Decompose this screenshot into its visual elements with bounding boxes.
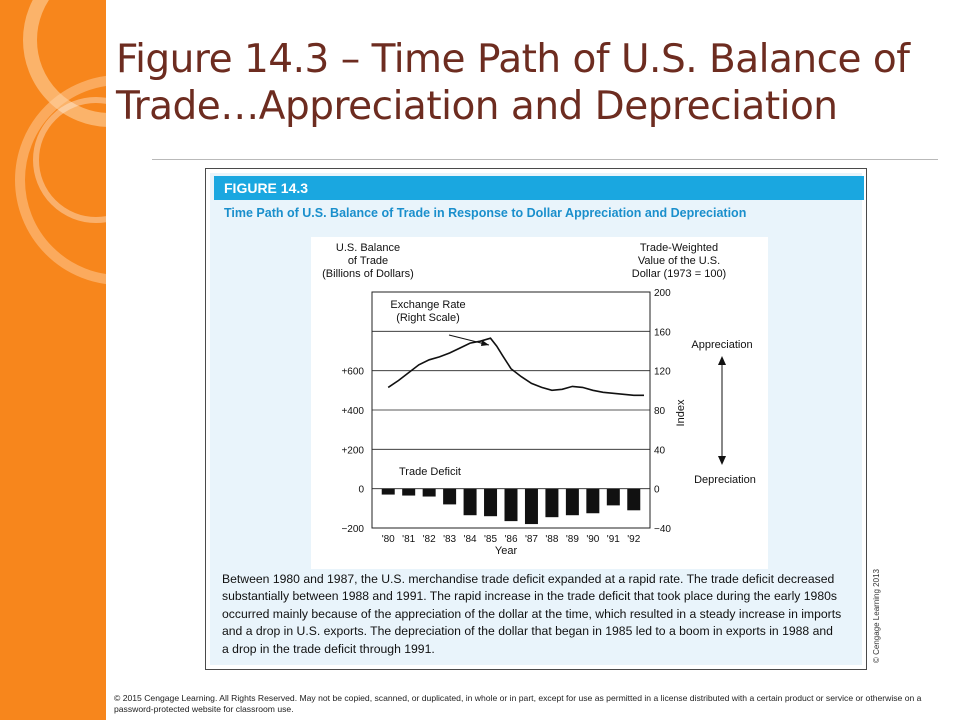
balance-of-trade-chart: U.S. Balance of Trade (Billions of Dolla… bbox=[322, 242, 756, 557]
trade-deficit-label: Trade Deficit bbox=[399, 466, 461, 478]
figure-number: FIGURE 14.3 bbox=[214, 176, 864, 200]
right-axis-title-line1: Trade-Weighted bbox=[640, 242, 718, 254]
x-axis-ticks: '80 '81 '82 '83 '84 '85 '86 '87 '88 '89 '90 '91 '92 bbox=[382, 534, 641, 545]
trade-deficit-bar bbox=[422, 488, 436, 497]
left-axis-ticks: −200 0 +200 +400 +600 bbox=[341, 367, 364, 535]
depreciation-arrowhead bbox=[718, 456, 726, 465]
right-tick-label: −40 bbox=[654, 524, 671, 535]
right-axis-ticks: −40 0 40 80 120 160 200 bbox=[654, 288, 671, 535]
x-tick-label: '87 bbox=[525, 534, 538, 545]
left-axis-title-line2: of Trade bbox=[348, 255, 388, 267]
exchange-rate-line bbox=[387, 337, 644, 397]
exchange-rate-label-line1: Exchange Rate bbox=[390, 299, 465, 311]
trade-deficit-bar bbox=[381, 488, 395, 495]
x-tick-label: '85 bbox=[484, 534, 497, 545]
right-tick-label: 160 bbox=[654, 327, 671, 338]
left-tick-label: +200 bbox=[341, 445, 364, 456]
appreciation-arrowhead bbox=[718, 356, 726, 365]
depreciation-label: Depreciation bbox=[694, 474, 756, 486]
right-tick-label: 0 bbox=[654, 485, 660, 496]
x-tick-label: '81 bbox=[402, 534, 415, 545]
figure-panel: FIGURE 14.3 Time Path of U.S. Balance of… bbox=[210, 173, 881, 665]
x-tick-label: '89 bbox=[566, 534, 579, 545]
trade-deficit-bars bbox=[381, 488, 641, 525]
right-axis-name: Index bbox=[675, 399, 687, 426]
right-tick-label: 40 bbox=[654, 445, 666, 456]
left-tick-label: −200 bbox=[341, 524, 364, 535]
x-axis-title: Year bbox=[495, 545, 518, 557]
slide-title-line1: Figure 14.3 – Time Path of U.S. Balance … bbox=[116, 37, 910, 82]
left-tick-label: 0 bbox=[358, 485, 364, 496]
figure-caption: Time Path of U.S. Balance of Trade in Re… bbox=[224, 206, 747, 220]
x-tick-label: '84 bbox=[464, 534, 477, 545]
right-axis-title-line3: Dollar (1973 = 100) bbox=[632, 268, 726, 280]
figure-description: Between 1980 and 1987, the U.S. merchand… bbox=[222, 572, 842, 656]
trade-deficit-bar bbox=[545, 488, 559, 518]
trade-deficit-bar bbox=[606, 488, 620, 506]
x-tick-label: '83 bbox=[443, 534, 456, 545]
left-axis-title-line1: U.S. Balance bbox=[336, 242, 400, 254]
x-tick-label: '86 bbox=[504, 534, 517, 545]
side-accent-band bbox=[0, 0, 106, 720]
x-tick-label: '82 bbox=[423, 534, 436, 545]
trade-deficit-bar bbox=[443, 488, 457, 505]
left-tick-label: +600 bbox=[341, 367, 364, 378]
slide-footer: © 2015 Cengage Learning. All Rights Rese… bbox=[114, 693, 922, 714]
x-tick-label: '90 bbox=[586, 534, 599, 545]
trade-deficit-bar bbox=[484, 488, 498, 517]
right-tick-label: 200 bbox=[654, 288, 671, 299]
exchange-rate-label-line2: (Right Scale) bbox=[396, 312, 460, 324]
trade-deficit-bar bbox=[627, 488, 641, 511]
trade-deficit-bar bbox=[565, 488, 579, 516]
right-tick-label: 120 bbox=[654, 367, 671, 378]
left-tick-label: +400 bbox=[341, 406, 364, 417]
trade-deficit-bar bbox=[586, 488, 600, 514]
left-axis-title-line3: (Billions of Dollars) bbox=[322, 268, 414, 280]
trade-deficit-bar bbox=[524, 488, 538, 525]
trade-deficit-bar bbox=[504, 488, 518, 522]
slide-title-line2: Trade…Appreciation and Depreciation bbox=[116, 84, 838, 129]
copyright-credit: © Cengage Learning 2013 bbox=[872, 568, 881, 663]
trade-deficit-bar bbox=[463, 488, 477, 516]
x-tick-label: '92 bbox=[627, 534, 640, 545]
trade-deficit-bar bbox=[402, 488, 416, 496]
x-tick-label: '91 bbox=[607, 534, 620, 545]
figure-frame: FIGURE 14.3 Time Path of U.S. Balance of… bbox=[205, 168, 881, 670]
appreciation-label: Appreciation bbox=[691, 339, 752, 351]
decorative-rings bbox=[15, 0, 106, 285]
x-tick-label: '88 bbox=[545, 534, 558, 545]
slide-title: Figure 14.3 – Time Path of U.S. Balance … bbox=[116, 36, 946, 130]
exchange-rate-pointer-head bbox=[481, 340, 489, 346]
x-tick-label: '80 bbox=[382, 534, 395, 545]
right-axis-title-line2: Value of the U.S. bbox=[638, 255, 720, 267]
title-divider bbox=[152, 159, 938, 160]
chart-area: U.S. Balance of Trade (Billions of Dolla… bbox=[311, 237, 768, 569]
copyright-credit-text: © Cengage Learning 2013 bbox=[872, 568, 881, 663]
right-tick-label: 80 bbox=[654, 406, 666, 417]
gridlines bbox=[372, 330, 650, 490]
